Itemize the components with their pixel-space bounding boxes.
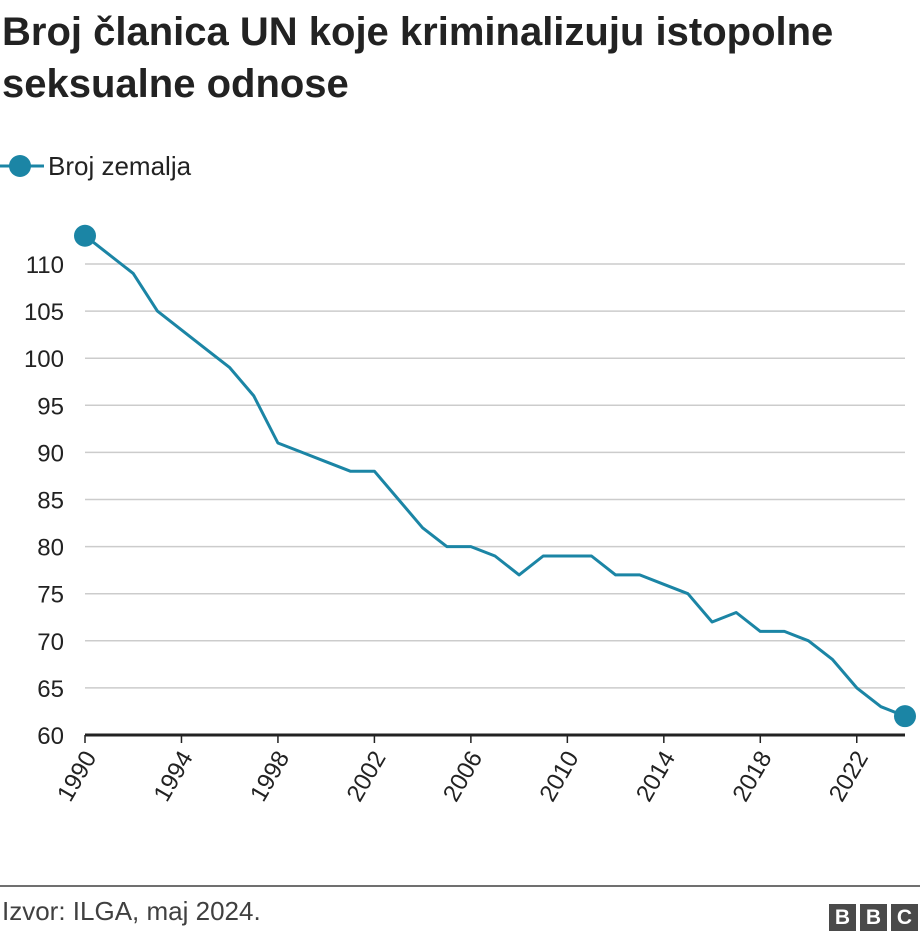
y-tick-label: 90: [37, 440, 64, 467]
legend: Broj zemalja: [0, 146, 191, 186]
y-tick-label: 75: [37, 582, 64, 609]
bbc-logo-letter: B: [829, 904, 856, 931]
x-tick-label: 2002: [342, 747, 392, 807]
bbc-logo-letter: C: [891, 904, 918, 931]
x-tick-label: 2010: [534, 747, 584, 807]
x-tick-label: 2018: [727, 747, 777, 807]
x-tick-label: 2006: [438, 747, 488, 807]
x-tick-label: 2014: [631, 747, 681, 807]
y-tick-label: 105: [24, 299, 64, 326]
y-tick-label: 95: [37, 393, 64, 420]
legend-label: Broj zemalja: [48, 150, 192, 181]
line-chart: 60 65 70 75 80 85 90 95 100 105 110 1990 1994 1998 200…: [24, 224, 916, 807]
x-tick-label: 1990: [52, 747, 102, 807]
y-tick-label: 100: [24, 346, 64, 373]
bbc-logo: B B C: [829, 904, 918, 931]
y-tick-label: 80: [37, 535, 64, 562]
y-tick-label: 60: [37, 723, 64, 750]
series-end-point: [894, 705, 916, 728]
source-note: Izvor: ILGA, maj 2024.: [2, 896, 261, 926]
chart-title: Broj članica UN koje kriminalizuju istop…: [2, 10, 834, 106]
series-start-point: [74, 224, 96, 247]
x-tick-label: 2022: [824, 747, 874, 807]
series-line: [84, 234, 906, 718]
y-tick-label: 65: [37, 676, 64, 703]
bbc-logo-letter: B: [860, 904, 887, 931]
footer-divider: [0, 885, 920, 887]
y-tick-label: 110: [26, 252, 64, 279]
y-tick-label: 85: [37, 488, 64, 515]
legend-swatch: [0, 155, 44, 177]
y-tick-label: 70: [37, 629, 64, 656]
x-tick-label: 1998: [245, 747, 295, 807]
x-tick-label: 1994: [149, 747, 199, 807]
